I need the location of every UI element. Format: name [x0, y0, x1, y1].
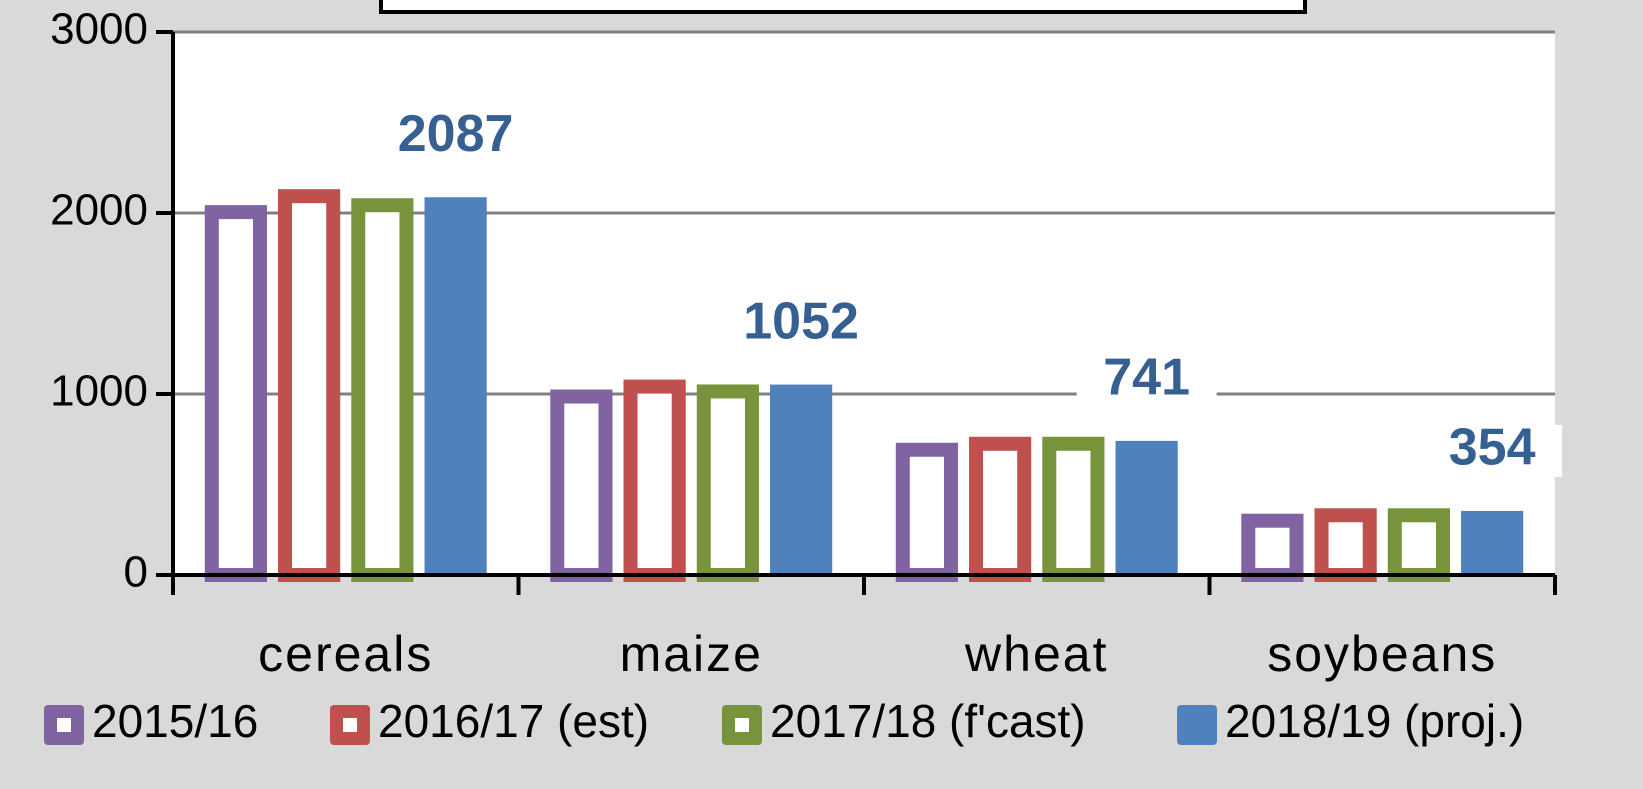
- x-tick-label: cereals: [258, 626, 433, 682]
- y-tick-label: 2000: [50, 186, 148, 235]
- bar: [1314, 508, 1377, 583]
- data-label: 2087: [398, 105, 514, 163]
- bar: [696, 384, 759, 582]
- legend-label: 2015/16: [92, 695, 258, 747]
- bar: [204, 205, 267, 582]
- bar: [969, 436, 1032, 582]
- title-box: [379, 0, 1307, 14]
- data-label-box: [731, 298, 872, 351]
- y-tick-label: 3000: [50, 5, 148, 54]
- legend-label: 2016/17 (est): [378, 695, 649, 747]
- bar: [351, 198, 414, 582]
- bar: [770, 384, 833, 575]
- x-tick-label: wheat: [964, 626, 1108, 682]
- bar: [1461, 510, 1524, 575]
- y-tick-label: 1000: [50, 367, 148, 416]
- legend-label: 2017/18 (f'cast): [770, 695, 1086, 747]
- bar: [278, 189, 341, 583]
- bar: [550, 389, 613, 582]
- bar: [1042, 436, 1105, 582]
- data-label-box: [1076, 354, 1217, 407]
- bar: [1387, 508, 1450, 583]
- legend-swatch: [1177, 705, 1217, 745]
- bar: [895, 442, 958, 582]
- bar: [623, 379, 686, 583]
- legend-swatch-inner: [735, 718, 749, 732]
- data-label: 741: [1103, 349, 1190, 407]
- bar: [1241, 513, 1304, 583]
- y-tick-label: 0: [124, 548, 148, 597]
- legend-swatch-inner: [57, 718, 71, 732]
- bar: [1115, 440, 1178, 575]
- bar: [424, 197, 487, 576]
- data-label-box: [385, 111, 526, 164]
- x-tick-label: maize: [620, 626, 763, 682]
- data-label-box: [1422, 424, 1563, 477]
- legend-swatch-inner: [343, 718, 357, 732]
- data-label: 1052: [743, 292, 859, 350]
- data-label: 354: [1449, 419, 1536, 477]
- legend-label: 2018/19 (proj.): [1225, 695, 1524, 747]
- x-tick-label: soybeans: [1267, 626, 1497, 682]
